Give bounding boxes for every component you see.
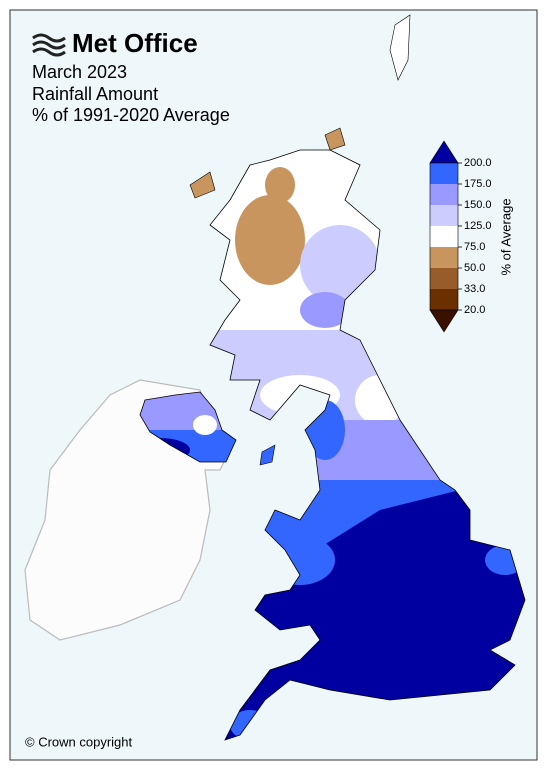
title-line: % of 1991-2020 Average bbox=[32, 105, 230, 125]
colorbar-label: % of Average bbox=[498, 198, 513, 275]
gb-outline bbox=[209, 149, 526, 741]
colorbar-tick-label: 200.0 bbox=[464, 157, 492, 169]
colorbar-segment bbox=[430, 226, 458, 247]
title-line: March 2023 bbox=[32, 62, 127, 82]
colorbar-segment bbox=[430, 184, 458, 205]
colorbar-border bbox=[429, 162, 459, 311]
logo-text: Met Office bbox=[72, 28, 198, 58]
orkney bbox=[324, 127, 346, 151]
isle-of-man bbox=[259, 444, 276, 466]
shetland bbox=[389, 14, 411, 81]
colorbar-tick-label: 50.0 bbox=[464, 262, 485, 274]
colorbar-tick-label: 33.0 bbox=[464, 283, 485, 295]
colorbar-segment bbox=[430, 205, 458, 226]
colorbar-segment bbox=[430, 268, 458, 289]
colorbar-tick-label: 75.0 bbox=[464, 241, 485, 253]
colorbar-segment bbox=[430, 289, 458, 310]
logo: Met Office bbox=[32, 28, 198, 58]
title-line: Rainfall Amount bbox=[32, 84, 158, 104]
copyright: © Crown copyright bbox=[25, 734, 133, 749]
colorbar-segment bbox=[430, 163, 458, 184]
colorbar-tick-label: 175.0 bbox=[464, 178, 492, 190]
hebrides bbox=[189, 171, 216, 199]
colorbar-segment bbox=[430, 247, 458, 268]
colorbar-tick-label: 20.0 bbox=[464, 304, 485, 316]
colorbar-tick-label: 125.0 bbox=[464, 220, 492, 232]
colorbar-tick-label: 150.0 bbox=[464, 199, 492, 211]
colorbar: 200.0 175.0 150.0 125.0 75.0 50.0 33.0 20.0 bbox=[429, 140, 492, 333]
